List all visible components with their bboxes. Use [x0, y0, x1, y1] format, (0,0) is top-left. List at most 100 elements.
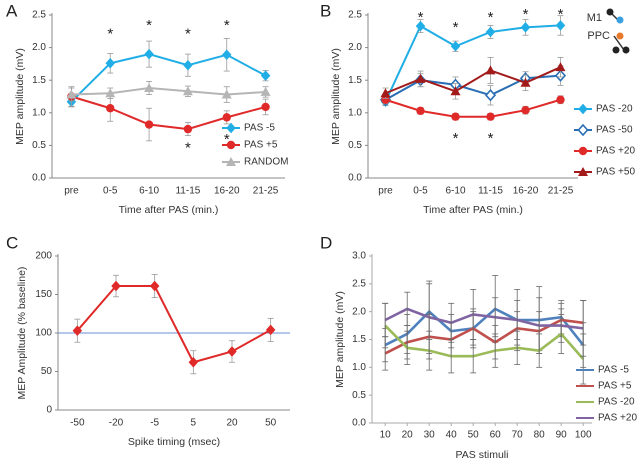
annotation: * [488, 9, 494, 26]
x-tick-label: 0-5 [413, 186, 428, 197]
x-tick-label: 50 [265, 418, 277, 429]
marker [105, 57, 116, 69]
x-tick-label: 60 [490, 430, 502, 441]
x-tick-label: 90 [556, 430, 568, 441]
panel-letter: B [320, 1, 331, 20]
y-tick-label: 150 [35, 289, 52, 300]
marker [183, 124, 193, 134]
annotation: * [453, 130, 459, 147]
x-tick-label: 16-20 [214, 186, 240, 197]
y-tick-label: 1.0 [352, 362, 366, 373]
marker [221, 49, 232, 61]
error-bar [558, 308, 565, 343]
x-tick-label: 6-10 [445, 186, 465, 197]
x-tick-label: 30 [424, 430, 436, 441]
error-bar [470, 288, 477, 340]
y-axis-title: MEP amplitude (mV) [334, 291, 346, 388]
marker [260, 86, 271, 96]
x-tick-label: 16-20 [513, 186, 539, 197]
y-tick-label: 2.0 [348, 42, 362, 53]
x-tick-label: pre [378, 186, 393, 197]
error-bar [514, 288, 521, 352]
x-tick-label: 21-25 [253, 186, 279, 197]
legend-marker [578, 146, 588, 156]
marker [144, 120, 154, 129]
annotation: * [224, 131, 230, 148]
legend-marker [226, 157, 236, 166]
legend-marker [578, 167, 588, 176]
x-tick-label: 6-10 [139, 186, 159, 197]
x-tick-label: 10 [380, 430, 392, 441]
series-line [384, 307, 585, 347]
y-axis-title: MEP Amplitude (% baseline) [16, 267, 28, 400]
inset-dot [606, 8, 614, 16]
error-bar [426, 280, 433, 354]
y-tick-label: 200 [35, 251, 52, 262]
error-bar [536, 297, 543, 354]
marker [485, 65, 496, 75]
marker [521, 105, 530, 115]
series-line [385, 66, 561, 95]
inset-dot [616, 16, 624, 24]
marker [261, 102, 270, 112]
y-tick-label: 3.0 [352, 251, 366, 262]
legend-label: PAS +5 [244, 140, 278, 151]
inset-dot [612, 46, 620, 54]
marker [182, 86, 193, 96]
x-axis-title: Time after PAS (min.) [119, 204, 219, 216]
y-tick-label: 100 [35, 328, 52, 339]
legend-label: PAS -50 [596, 125, 633, 136]
marker [105, 88, 116, 98]
marker [486, 112, 495, 121]
annotation: * [146, 17, 152, 34]
marker [416, 106, 425, 116]
x-tick-label: 0-5 [103, 186, 118, 197]
marker [111, 280, 121, 292]
series-line [385, 98, 561, 118]
y-tick-label: 2.5 [32, 10, 46, 21]
error-bar [404, 330, 411, 365]
annotation: * [107, 26, 113, 43]
y-tick-label: 2.0 [32, 42, 46, 53]
y-tick-label: 2.5 [352, 278, 366, 289]
marker [485, 26, 496, 38]
y-tick-label: 0.0 [348, 173, 362, 184]
marker [222, 113, 231, 122]
marker [144, 48, 154, 60]
x-tick-label: 70 [512, 430, 524, 441]
marker [450, 40, 461, 52]
y-tick-label: 0.0 [352, 418, 366, 429]
x-tick-label: -50 [70, 418, 85, 429]
error-bar [492, 297, 499, 338]
marker [106, 104, 115, 113]
inset-dot [616, 32, 624, 40]
marker [520, 22, 531, 33]
marker [555, 20, 566, 31]
marker [555, 62, 566, 72]
series-line [384, 24, 561, 103]
marker [221, 89, 232, 99]
legend-label: PAS -5 [598, 365, 629, 376]
marker [188, 356, 199, 368]
legend-label: PAS -5 [244, 123, 275, 134]
x-tick-label: 80 [534, 430, 546, 441]
marker [415, 73, 426, 83]
legend-label: PAS +20 [598, 413, 637, 424]
annotation: * [418, 9, 424, 26]
y-tick-label: 0.5 [352, 390, 366, 401]
series-line [385, 74, 561, 101]
marker [183, 59, 193, 71]
x-tick-label: 11-15 [478, 186, 503, 197]
y-tick-label: 2.0 [352, 306, 366, 317]
y-tick-label: 50 [41, 366, 53, 377]
legend-label: PAS -20 [598, 397, 635, 408]
legend-marker [577, 123, 589, 137]
legend-label: RANDOM [244, 157, 288, 168]
legend-label: PAS +20 [596, 146, 635, 157]
marker [72, 325, 83, 337]
annotation: * [488, 130, 494, 147]
x-tick-label: 40 [446, 430, 458, 441]
series-line [384, 324, 585, 360]
series-line [76, 285, 272, 364]
x-tick-label: 100 [575, 430, 592, 441]
